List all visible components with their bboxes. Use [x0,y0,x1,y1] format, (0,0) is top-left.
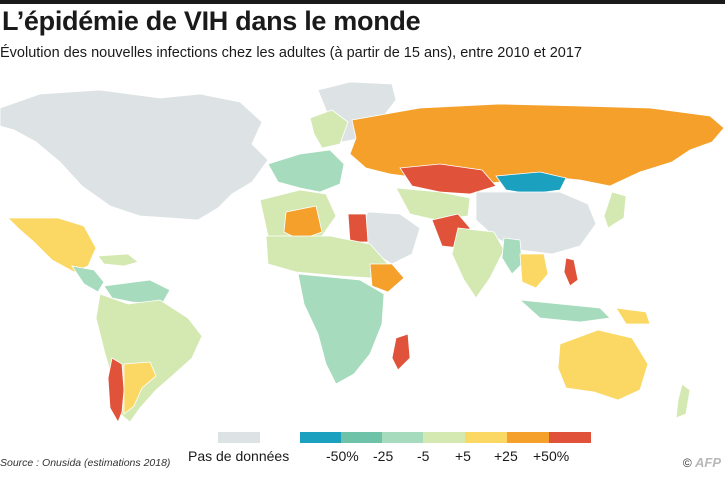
region-indochina [519,253,549,289]
region-png [615,307,651,325]
map-title: L’épidémie de VIH dans le monde [2,6,421,36]
copyright-symbol: © [682,456,692,470]
region-scandinavia [309,109,349,149]
region-central-africa [297,273,385,385]
legend-tick-3: -5 [417,448,430,464]
top-rule [0,0,725,4]
legend-swatch-2 [341,432,382,443]
legend-tick-2: -25 [373,448,394,464]
region-indonesia [518,299,611,323]
region-caribbean [97,253,139,267]
source-note: Source : Onusida (estimations 2018) [0,457,171,469]
legend-tick-4: +5 [455,448,471,464]
region-ethiopia [369,263,405,293]
legend-swatch-3 [382,432,423,443]
region-mexico [7,217,97,273]
legend-tick-5: +25 [494,448,518,464]
legend-swatch-5 [465,432,507,443]
region-argentina [123,361,157,415]
legend-swatch-1 [300,432,341,443]
legend-tick-1: -50% [326,448,359,464]
map-subtitle: Évolution des nouvelles infections chez … [0,45,582,61]
region-chile [107,357,125,423]
region-mongolia [495,171,567,195]
region-europe-west [267,149,345,193]
world-map [0,81,725,423]
legend-swatch-7 [549,432,591,443]
legend-swatch-6 [507,432,549,443]
afp-logo: AFP [695,455,721,470]
legend-swatch-no-data [218,432,260,443]
legend-no-data-label: Pas de données [188,448,290,464]
region-egypt [347,213,369,243]
region-new-zealand [675,383,691,419]
region-north-america [0,89,269,221]
region-central-asia [395,187,471,221]
legend-tick-6: +50% [533,448,570,464]
region-central-america [71,265,105,293]
legend-swatch-4 [423,432,465,443]
afp-credit: © AFP [683,455,721,470]
region-philippines [563,257,579,287]
region-japan [603,191,627,229]
region-australia [557,329,649,401]
region-madagascar [391,333,411,371]
region-myanmar [501,237,523,275]
region-kazakhstan [399,163,497,195]
legend: Pas de données -50% -25 -5 +5 +25 +50% [0,428,725,468]
region-india [451,227,505,299]
